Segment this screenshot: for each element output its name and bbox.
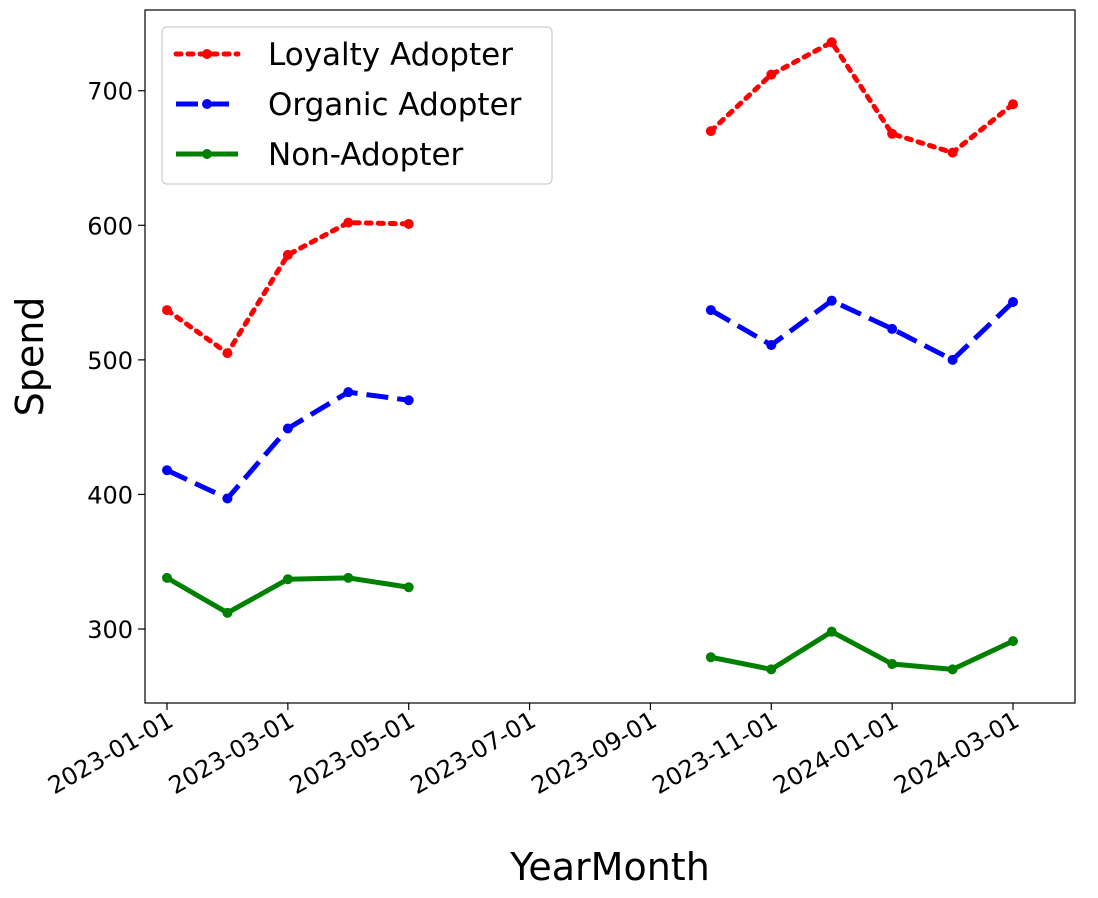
x-tick-label: 2024-03-01	[889, 706, 1024, 800]
legend-swatch-marker	[202, 49, 212, 59]
data-point	[1008, 99, 1018, 110]
data-point	[403, 218, 414, 229]
y-tick-label: 300	[87, 616, 133, 644]
x-tick-label: 2023-03-01	[164, 706, 299, 800]
x-tick-label: 2023-09-01	[527, 706, 662, 800]
legend: Loyalty Adopter Organic Adopter Non-Adopte…	[161, 26, 553, 185]
x-tick-label: 2024-01-01	[768, 706, 903, 800]
data-point	[403, 582, 414, 593]
series-line	[709, 298, 1015, 363]
data-point	[826, 295, 837, 306]
series-line	[708, 39, 1016, 156]
data-point	[705, 126, 716, 137]
data-point	[343, 572, 354, 583]
data-point	[162, 465, 172, 476]
data-point	[705, 305, 716, 316]
series-layer	[162, 37, 1018, 675]
legend-item: Organic Adopter	[176, 87, 522, 123]
data-point	[887, 128, 898, 139]
data-point	[1008, 636, 1018, 647]
series-non-adopter	[162, 572, 1018, 675]
x-axis-ticks: 2023-01-012023-03-012023-05-012023-07-01…	[43, 703, 1024, 800]
series-line	[710, 629, 1015, 672]
x-tick-label: 2023-11-01	[647, 706, 782, 800]
data-point	[343, 217, 354, 228]
data-point	[222, 348, 233, 359]
legend-swatch-marker	[202, 99, 212, 109]
legend-label: Loyalty Adopter	[268, 37, 513, 73]
legend-item: Loyalty Adopter	[173, 37, 513, 73]
legend-label: Organic Adopter	[268, 87, 522, 123]
data-point	[947, 664, 958, 675]
y-tick-label: 400	[87, 481, 133, 509]
data-point	[222, 607, 233, 618]
data-point	[947, 147, 958, 158]
legend-item: Non-Adopter	[176, 137, 464, 173]
data-point	[947, 354, 958, 365]
data-point	[282, 249, 293, 260]
y-tick-label: 700	[87, 78, 133, 106]
legend-swatch-marker	[202, 149, 212, 159]
data-point	[766, 69, 777, 80]
data-point	[887, 658, 898, 669]
series-line	[165, 389, 410, 501]
series-loyalty-adopter	[162, 37, 1018, 359]
y-axis-title: Spend	[8, 297, 52, 417]
data-point	[282, 423, 293, 434]
legend-box	[161, 26, 553, 185]
data-point	[826, 37, 837, 48]
data-point	[766, 340, 777, 351]
data-point	[826, 626, 837, 637]
data-point	[162, 572, 172, 583]
data-point	[403, 395, 414, 406]
data-point	[705, 652, 716, 663]
series-line	[164, 220, 412, 356]
data-point	[887, 323, 898, 334]
data-point	[222, 493, 233, 504]
x-tick-label: 2023-01-01	[43, 706, 178, 800]
data-point	[766, 664, 777, 675]
x-tick-label: 2023-05-01	[285, 706, 420, 800]
x-tick-label: 2023-07-01	[406, 706, 541, 800]
plot-frame	[144, 9, 1076, 704]
data-point	[343, 387, 354, 398]
data-point	[282, 574, 293, 585]
y-tick-label: 500	[87, 347, 133, 375]
data-point	[1008, 297, 1018, 308]
y-axis-ticks: 300 400 500 600 700	[87, 78, 145, 644]
x-axis-title: YearMonth	[509, 845, 710, 889]
y-tick-label: 600	[87, 212, 133, 240]
data-point	[162, 305, 172, 316]
series-organic-adopter	[162, 295, 1018, 504]
legend-label: Non-Adopter	[268, 137, 464, 173]
